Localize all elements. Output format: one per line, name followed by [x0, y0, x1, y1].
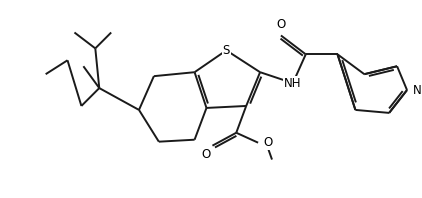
Text: O: O	[263, 136, 272, 149]
Text: S: S	[223, 44, 230, 57]
Text: NH: NH	[284, 77, 302, 90]
Text: O: O	[276, 18, 286, 31]
Text: N: N	[413, 84, 422, 97]
Text: O: O	[201, 148, 211, 161]
